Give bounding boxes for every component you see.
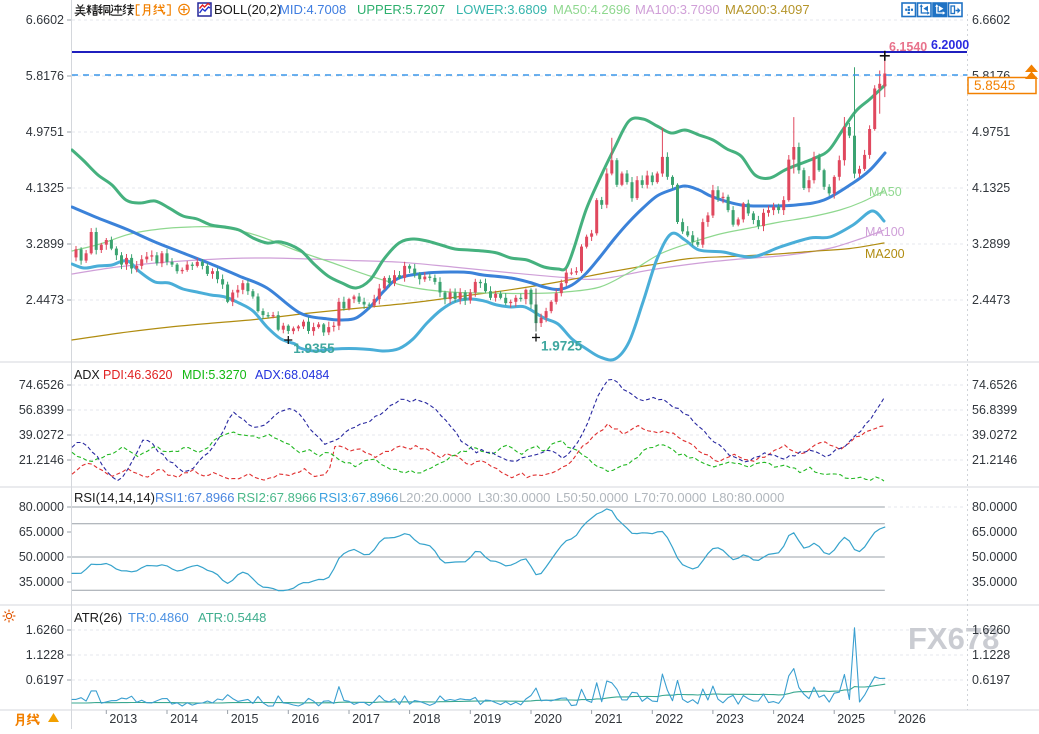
svg-text:RSI1:67.8966: RSI1:67.8966 xyxy=(155,490,235,505)
svg-text:4.9751: 4.9751 xyxy=(972,125,1010,139)
svg-text:5.8176: 5.8176 xyxy=(26,69,64,83)
svg-text:4.1325: 4.1325 xyxy=(972,181,1010,195)
svg-text:UPPER:5.7207: UPPER:5.7207 xyxy=(357,2,445,17)
svg-text:2017: 2017 xyxy=(352,712,380,726)
svg-text:MID:4.7008: MID:4.7008 xyxy=(279,2,346,17)
svg-text:80.0000: 80.0000 xyxy=(972,500,1017,514)
svg-text:RSI(14,14,14): RSI(14,14,14) xyxy=(74,490,155,505)
svg-text:TR:0.4860: TR:0.4860 xyxy=(128,610,189,625)
svg-text:L30:30.0000: L30:30.0000 xyxy=(478,490,550,505)
svg-text:6.6602: 6.6602 xyxy=(972,13,1010,27)
svg-text:RSI3:67.8966: RSI3:67.8966 xyxy=(319,490,399,505)
svg-text:35.0000: 35.0000 xyxy=(19,575,64,589)
svg-text:2022: 2022 xyxy=(655,712,683,726)
svg-text:MA50: MA50 xyxy=(869,185,902,199)
svg-text:2.4473: 2.4473 xyxy=(972,293,1010,307)
svg-text:BOLL(20,2): BOLL(20,2) xyxy=(214,2,281,17)
svg-text:74.6526: 74.6526 xyxy=(19,378,64,392)
svg-text:4.1325: 4.1325 xyxy=(26,181,64,195)
svg-text:MA100: MA100 xyxy=(865,225,905,239)
svg-text:2013: 2013 xyxy=(109,712,137,726)
svg-text:2.4473: 2.4473 xyxy=(26,293,64,307)
svg-text:2025: 2025 xyxy=(837,712,865,726)
svg-text:50.0000: 50.0000 xyxy=(972,550,1017,564)
svg-text:6.1540: 6.1540 xyxy=(889,40,927,54)
svg-text:1.9725: 1.9725 xyxy=(541,339,583,354)
svg-text:1.9355: 1.9355 xyxy=(293,341,335,356)
svg-text:65.0000: 65.0000 xyxy=(19,525,64,539)
svg-text:39.0272: 39.0272 xyxy=(19,428,64,442)
svg-text:LOWER:3.6809: LOWER:3.6809 xyxy=(456,2,547,17)
svg-text:6.2000: 6.2000 xyxy=(931,38,969,52)
svg-text:2016: 2016 xyxy=(291,712,319,726)
svg-text:MA200: MA200 xyxy=(865,247,905,261)
svg-text:MA200:3.4097: MA200:3.4097 xyxy=(725,2,810,17)
svg-text:1.1228: 1.1228 xyxy=(26,648,64,662)
svg-text:MA100:3.7090: MA100:3.7090 xyxy=(635,2,720,17)
svg-text:2014: 2014 xyxy=(170,712,198,726)
svg-text:FX678: FX678 xyxy=(908,621,999,656)
svg-text:21.2146: 21.2146 xyxy=(19,453,64,467)
svg-text:2021: 2021 xyxy=(595,712,623,726)
svg-text:1.6260: 1.6260 xyxy=(26,623,64,637)
svg-text:65.0000: 65.0000 xyxy=(972,525,1017,539)
svg-text:L50:50.0000: L50:50.0000 xyxy=(556,490,628,505)
svg-text:39.0272: 39.0272 xyxy=(972,428,1017,442)
svg-text:2018: 2018 xyxy=(413,712,441,726)
svg-text:56.8399: 56.8399 xyxy=(19,403,64,417)
svg-text:ATR:0.5448: ATR:0.5448 xyxy=(198,610,266,625)
svg-text:56.8399: 56.8399 xyxy=(972,403,1017,417)
svg-text:ADX:68.0484: ADX:68.0484 xyxy=(255,368,329,382)
svg-text:6.6602: 6.6602 xyxy=(26,13,64,27)
svg-text:0.6197: 0.6197 xyxy=(26,673,64,687)
svg-text:3.2899: 3.2899 xyxy=(972,237,1010,251)
svg-text:35.0000: 35.0000 xyxy=(972,575,1017,589)
svg-text:2023: 2023 xyxy=(716,712,744,726)
svg-text:MA50:4.2696: MA50:4.2696 xyxy=(553,2,630,17)
svg-text:5.8545: 5.8545 xyxy=(974,78,1015,93)
svg-text:50.0000: 50.0000 xyxy=(19,550,64,564)
svg-text:L80:80.0000: L80:80.0000 xyxy=(712,490,784,505)
svg-text:MDI:5.3270: MDI:5.3270 xyxy=(182,368,247,382)
svg-text:ADX: ADX xyxy=(74,368,100,382)
svg-text:4.9751: 4.9751 xyxy=(26,125,64,139)
svg-text:80.0000: 80.0000 xyxy=(19,500,64,514)
svg-text:74.6526: 74.6526 xyxy=(972,378,1017,392)
svg-text:21.2146: 21.2146 xyxy=(972,453,1017,467)
svg-text:1.1228: 1.1228 xyxy=(972,648,1010,662)
svg-text:0.6197: 0.6197 xyxy=(972,673,1010,687)
svg-text:2015: 2015 xyxy=(231,712,259,726)
svg-text:3.2899: 3.2899 xyxy=(26,237,64,251)
svg-text:1.6260: 1.6260 xyxy=(972,623,1010,637)
svg-text:2024: 2024 xyxy=(777,712,805,726)
svg-text:ATR(26): ATR(26) xyxy=(74,610,122,625)
svg-text:2019: 2019 xyxy=(473,712,501,726)
svg-text:PDI:46.3620: PDI:46.3620 xyxy=(103,368,173,382)
svg-text:RSI2:67.8966: RSI2:67.8966 xyxy=(237,490,317,505)
svg-text:2026: 2026 xyxy=(898,712,926,726)
svg-text:L20:20.0000: L20:20.0000 xyxy=(399,490,471,505)
svg-text:2020: 2020 xyxy=(534,712,562,726)
svg-text:L70:70.0000: L70:70.0000 xyxy=(634,490,706,505)
